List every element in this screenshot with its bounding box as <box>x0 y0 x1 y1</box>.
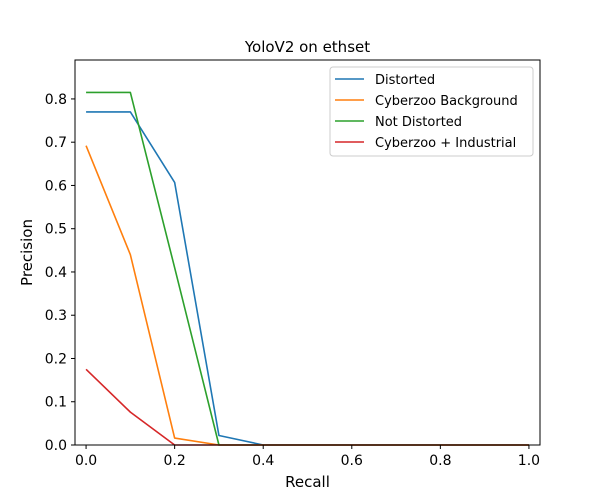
x-tick-label: 1.0 <box>518 453 540 469</box>
y-axis-label: Precision <box>18 219 36 286</box>
legend-label-2: Cyberzoo Background <box>375 94 518 109</box>
y-tick-label: 0.2 <box>45 351 67 367</box>
legend-label-1: Distorted <box>375 73 435 88</box>
x-tick-label: 0.8 <box>429 453 451 469</box>
y-tick-label: 0.4 <box>45 265 67 281</box>
plot-frame <box>74 59 541 446</box>
x-axis-label: Recall <box>285 473 330 491</box>
legend-label-3: Not Distorted <box>375 115 462 130</box>
y-tick-label: 0.7 <box>45 135 67 151</box>
y-tick-label: 0.5 <box>45 222 67 238</box>
y-tick-label: 0.6 <box>45 178 67 194</box>
series-line-2 <box>85 145 529 446</box>
y-tick-label: 0.0 <box>45 438 67 454</box>
x-axis: 0.0 0.2 0.4 0.6 0.8 1.0 <box>75 445 540 469</box>
y-axis: 0.0 0.1 0.2 0.3 0.4 0.5 0.6 0.7 0.8 <box>45 92 75 454</box>
x-tick-label: 0.2 <box>164 453 186 469</box>
series-line-4 <box>85 368 529 446</box>
legend-label-4: Cyberzoo + Industrial <box>375 136 516 151</box>
x-tick-label: 0.0 <box>75 453 97 469</box>
series-line-1 <box>86 111 529 446</box>
y-tick-label: 0.1 <box>45 395 67 411</box>
x-tick-label: 0.4 <box>252 453 274 469</box>
y-tick-label: 0.8 <box>45 92 67 108</box>
y-tick-label: 0.3 <box>45 308 67 324</box>
chart-title: YoloV2 on ethset <box>244 38 370 56</box>
legend-box <box>329 66 534 157</box>
x-tick-label: 0.6 <box>341 453 363 469</box>
legend: Distorted Cyberzoo Background Not Distorte… <box>329 66 534 157</box>
